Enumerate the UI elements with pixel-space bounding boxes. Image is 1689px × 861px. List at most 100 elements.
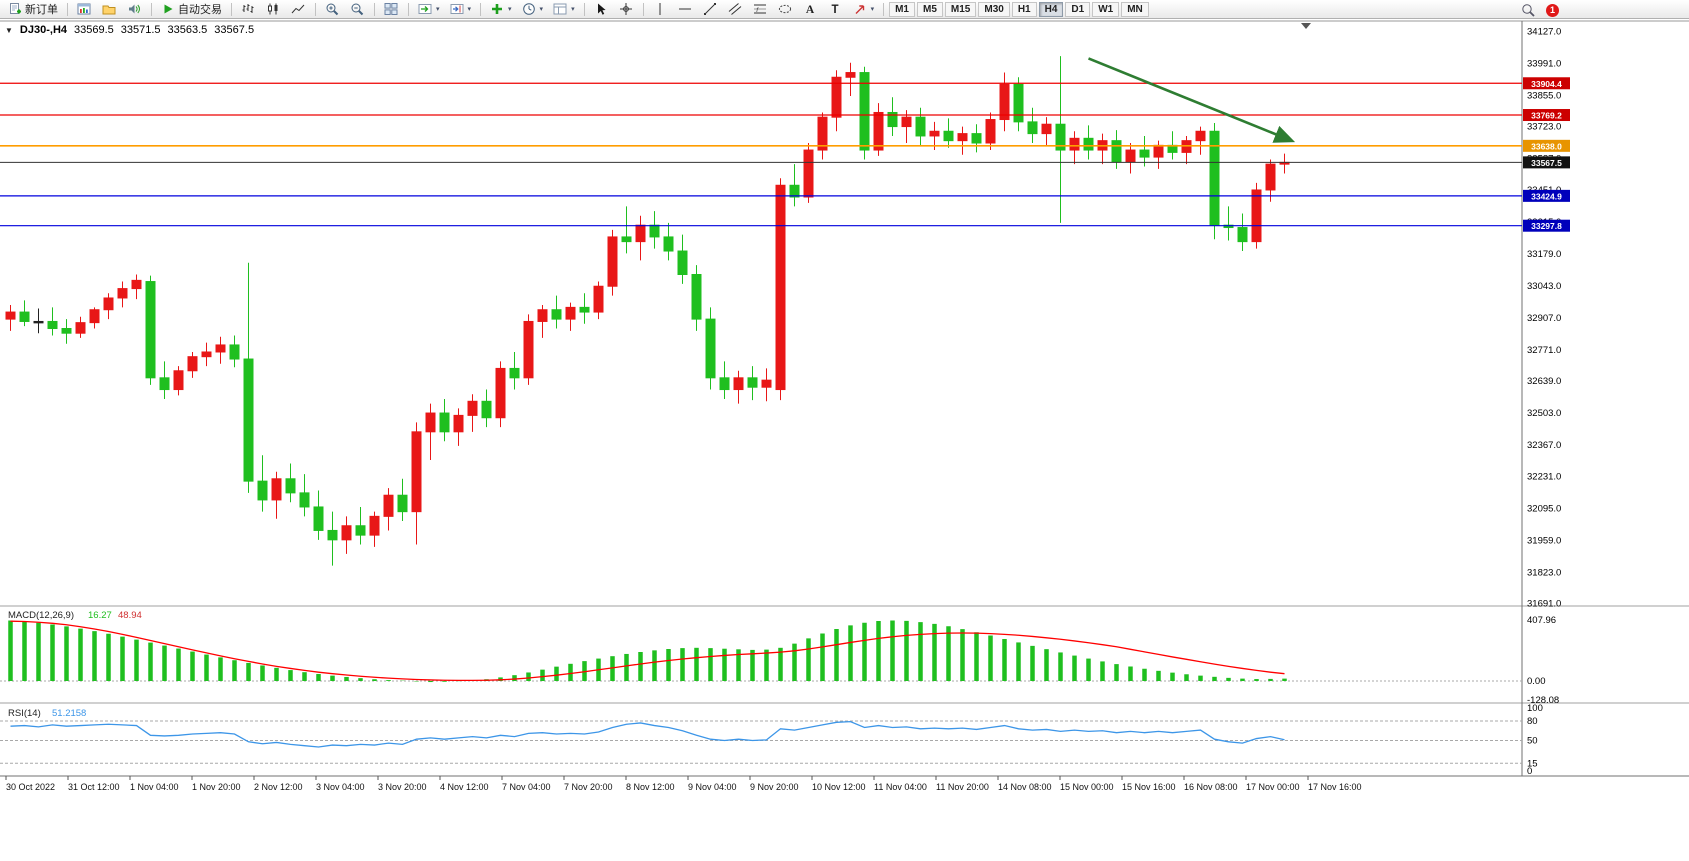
macd-axis-label: 407.96: [1527, 615, 1556, 626]
time-axis[interactable]: [0, 776, 1689, 861]
zoom-out-button[interactable]: [346, 1, 369, 17]
search-button[interactable]: [1517, 2, 1540, 18]
tf-m5-button[interactable]: M5: [917, 1, 943, 17]
candle-body: [145, 281, 156, 379]
price-badge-33297.8-label: 33297.8: [1531, 221, 1562, 231]
chart-plot-area[interactable]: [0, 21, 1522, 606]
tf-h4-button[interactable]: H4: [1038, 1, 1064, 17]
candle-body: [341, 525, 352, 541]
candle-body: [103, 297, 114, 311]
tiles-icon: [384, 2, 399, 16]
chart-shift-button[interactable]: ▾: [446, 1, 476, 17]
macd-value-main: 16.27: [88, 610, 112, 621]
polyline-icon: [291, 2, 306, 16]
autotrading-button-label: 自动交易: [178, 4, 222, 16]
candle-body: [873, 111, 884, 151]
label-button[interactable]: T: [824, 1, 847, 17]
macd-axis-label: -128.08: [1527, 695, 1559, 706]
time-axis-label: 16 Nov 08:00: [1184, 782, 1238, 792]
candlestick-chart-button[interactable]: [262, 1, 285, 17]
fibonacci-button[interactable]: f: [749, 1, 772, 17]
candle-body: [411, 431, 422, 513]
bar-chart-button[interactable]: [237, 1, 260, 17]
tf-mn-button[interactable]: MN: [1121, 1, 1149, 17]
toolbar-separator: [67, 2, 68, 16]
candle-body: [495, 367, 506, 419]
chart-window: ▼ DJ30-,H4 33569.5 33571.5 33563.5 33567…: [0, 19, 1689, 861]
candle-body: [1055, 123, 1066, 151]
candle-body: [523, 320, 534, 379]
rsi-label: RSI(14): [8, 708, 41, 719]
price-badge-33638.0: [1523, 139, 1570, 152]
tf-m15-button-label: M15: [950, 3, 971, 15]
candle-body: [397, 494, 408, 513]
new-order-button[interactable]: 新订单: [4, 1, 62, 17]
candle-body: [831, 76, 842, 118]
candle-body: [663, 236, 674, 252]
line-chart-button[interactable]: [287, 1, 310, 17]
candle-body: [299, 492, 310, 508]
candle-body: [705, 318, 716, 379]
shapes-button[interactable]: [774, 1, 797, 17]
auto-scroll-button[interactable]: ▾: [414, 1, 444, 17]
candle-body: [75, 322, 86, 334]
candle-body: [173, 370, 184, 391]
time-axis-label: 15 Nov 00:00: [1060, 782, 1114, 792]
candle-body: [1027, 121, 1038, 135]
tf-m1-button[interactable]: M1: [889, 1, 915, 17]
tf-m30-button[interactable]: M30: [978, 1, 1010, 17]
toolbar: 新订单 自动交易 ▾ ▾ ▾ ▾ ▾ f A T ▾ M1 M5 M15 M30 H1 H4 D1 W1 MN 1: [0, 0, 1689, 19]
periods-button[interactable]: ▾: [518, 1, 548, 17]
arrows-button[interactable]: ▾: [849, 1, 879, 17]
one-click-trading-toggle[interactable]: ▼: [5, 25, 13, 35]
macd-pane[interactable]: [0, 606, 1522, 703]
chart-shift-marker[interactable]: [1301, 23, 1311, 29]
trend-arrow[interactable]: [1088, 57, 1296, 143]
tf-m15-button[interactable]: M15: [944, 1, 977, 17]
notification-badge[interactable]: 1: [1546, 3, 1559, 17]
trendline-button[interactable]: [699, 1, 722, 17]
vertical-line-button[interactable]: [649, 1, 672, 17]
crosshair-button[interactable]: [615, 1, 638, 17]
channel-button[interactable]: [724, 1, 747, 17]
horizontal-line-button[interactable]: [674, 1, 697, 17]
candle-body: [355, 525, 366, 536]
templates-button[interactable]: ▾: [549, 1, 579, 17]
candle-body: [999, 83, 1010, 121]
price-badge-33904.4: [1523, 77, 1570, 90]
indicators-button[interactable]: ▾: [486, 1, 516, 17]
candle-body: [1125, 149, 1136, 163]
tf-h1-button[interactable]: H1: [1011, 1, 1037, 17]
time-axis-label: 1 Nov 04:00: [130, 782, 179, 792]
alerts-button[interactable]: [123, 1, 146, 17]
profiles-button[interactable]: [98, 1, 121, 17]
trendline-icon: [703, 2, 718, 16]
macd-value-signal: 48.94: [118, 610, 142, 621]
candle-body: [1251, 189, 1262, 243]
price-axis-label: 32095.0: [1527, 504, 1561, 515]
tile-windows-button[interactable]: [380, 1, 403, 17]
candle-body: [327, 529, 338, 541]
price-axis[interactable]: [1522, 21, 1689, 776]
tf-d1-button[interactable]: D1: [1065, 1, 1091, 17]
toolbar-separator: [642, 2, 644, 16]
cursor-button[interactable]: [590, 1, 613, 17]
zoom-in-button[interactable]: [321, 1, 344, 17]
tf-w1-button[interactable]: W1: [1092, 1, 1120, 17]
price-chart[interactable]: 34127.033991.033855.033723.033587.033451…: [0, 19, 1689, 861]
bars-icon: [241, 2, 256, 16]
candle-body: [733, 377, 744, 391]
autotrading-button[interactable]: 自动交易: [157, 1, 226, 17]
candle-body: [89, 309, 100, 324]
tf-m1-button-label: M1: [895, 3, 909, 15]
rsi-axis-label: 80: [1527, 716, 1538, 727]
hline-icon: [678, 2, 693, 16]
new-chart-button[interactable]: [73, 1, 96, 17]
tf-w1-button-label: W1: [1098, 3, 1114, 15]
text-button[interactable]: A: [799, 1, 822, 17]
candle-body: [761, 379, 772, 388]
candle-body: [19, 311, 30, 322]
macd-label: MACD(12,26,9): [8, 610, 74, 621]
zoom-in-icon: [325, 2, 340, 16]
candle-body: [1195, 130, 1206, 142]
